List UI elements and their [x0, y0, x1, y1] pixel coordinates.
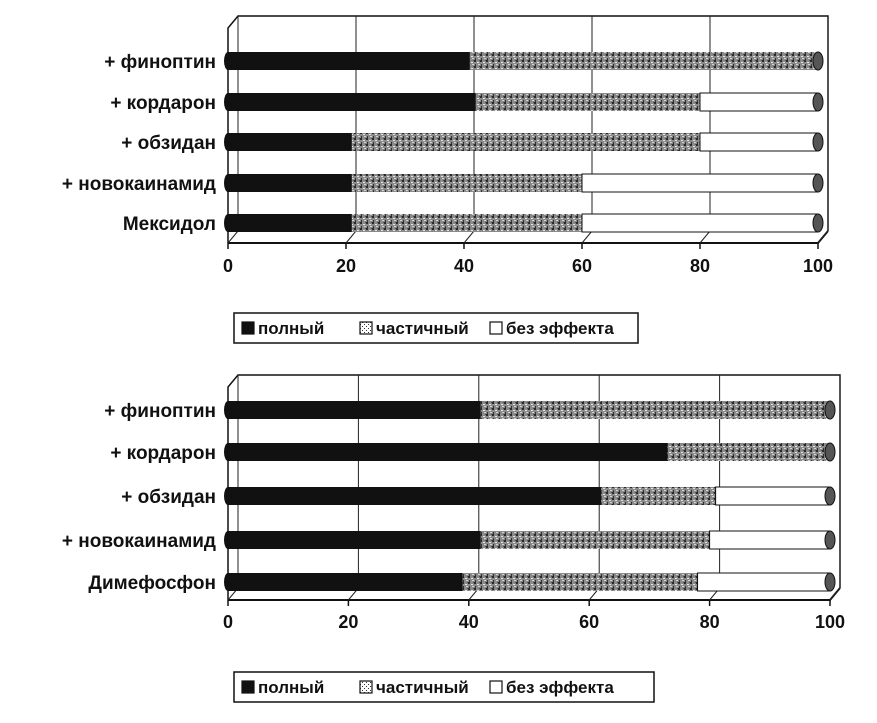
bar-segment-partial [475, 93, 700, 111]
legend-swatch [241, 680, 255, 694]
gridline-floor [345, 230, 357, 244]
bar-cap-end [824, 442, 836, 462]
bar-segment-full [228, 443, 668, 461]
bar-cap-end [812, 92, 824, 112]
legend-entry: без эффекта [506, 319, 614, 338]
category-label: + обзидан [121, 133, 216, 154]
bar-segment-partial [667, 443, 830, 461]
category-label: + кордарон [110, 93, 216, 114]
bar-cap-end [812, 51, 824, 71]
bar-cap-end [824, 486, 836, 506]
bar-cap-end [824, 400, 836, 420]
x-tick-label: 100 [803, 256, 833, 276]
bar-segment-full [228, 52, 470, 70]
bar-cap-start [224, 214, 232, 232]
bar-segment-partial [351, 174, 582, 192]
legend-entry: полный [258, 678, 324, 697]
bar-segment-partial [351, 133, 700, 151]
x-tick-label: 20 [336, 256, 356, 276]
chart-mexidol: 0 20 40 60 80 100 + финоптин + кордарон + обзида… [62, 15, 833, 344]
bar-segment-full [228, 487, 602, 505]
legend: полный частичный без эффекта [233, 312, 639, 344]
bar-cap-start [224, 531, 232, 549]
category-label: + финоптин [104, 52, 216, 73]
bar-segment-none [581, 173, 819, 193]
bar-cap-start [224, 93, 232, 111]
bar-segment-none [581, 213, 819, 233]
plot-frame [227, 15, 829, 243]
bar-cap-start [224, 133, 232, 151]
legend-box [233, 312, 639, 344]
bar-cap-end [812, 213, 824, 233]
x-tick-label: 80 [690, 256, 710, 276]
category-label: + новокаинамид [62, 531, 216, 552]
bar-segment-partial [469, 52, 818, 70]
legend-entry: частичный [376, 319, 469, 338]
bar-cap-end [812, 173, 824, 193]
category-label: + кордарон [110, 443, 216, 464]
legend-swatch [489, 321, 503, 335]
category-label: Мексидол [123, 214, 216, 235]
category-label: + обзидан [121, 487, 216, 508]
x-tick-label: 20 [338, 612, 358, 632]
legend-swatch [359, 321, 373, 335]
legend: полный частичный без эффекта [233, 671, 655, 703]
bar-cap-start [224, 174, 232, 192]
bar-cap-end [824, 572, 836, 592]
category-label: Димефосфон [88, 573, 216, 594]
bar-cap-start [224, 487, 232, 505]
bar-cap-end [812, 132, 824, 152]
x-tick-label: 60 [572, 256, 592, 276]
legend-swatch [359, 680, 373, 694]
bar-segment-full [228, 174, 352, 192]
legend-swatch [241, 321, 255, 335]
category-label: + новокаинамид [62, 174, 216, 195]
bar-segment-full [228, 93, 476, 111]
legend-entry: полный [258, 319, 324, 338]
bar-segment-partial [601, 487, 716, 505]
bar-segment-none [697, 572, 831, 592]
bar-segment-full [228, 573, 463, 591]
x-tick-label: 0 [223, 612, 233, 632]
bar-segment-full [228, 133, 352, 151]
gridline-floor [817, 230, 829, 244]
bar-segment-none [715, 486, 831, 506]
bar-segment-partial [462, 573, 698, 591]
bar-segment-partial [480, 531, 710, 549]
x-tick-label: 40 [459, 612, 479, 632]
bar-cap-start [224, 443, 232, 461]
x-tick-label: 0 [223, 256, 233, 276]
bar-segment-none [709, 530, 831, 550]
bar-segment-partial [351, 214, 582, 232]
x-tick-label: 100 [815, 612, 845, 632]
bar-segment-full [228, 531, 481, 549]
legend-swatch [489, 680, 503, 694]
bar-cap-start [224, 52, 232, 70]
gridline-floor [829, 587, 841, 601]
category-label: + финоптин [104, 401, 216, 422]
bar-segment-none [699, 92, 819, 112]
bar-cap-start [224, 401, 232, 419]
legend-box [233, 671, 655, 703]
bar-segment-full [228, 214, 352, 232]
x-tick-label: 40 [454, 256, 474, 276]
bar-segment-partial [480, 401, 830, 419]
x-tick-label: 60 [579, 612, 599, 632]
x-axis-line [228, 230, 829, 244]
bar-cap-start [224, 573, 232, 591]
gridline-floor [227, 230, 239, 244]
gridline-floor [581, 230, 593, 244]
gridline-floor [463, 230, 475, 244]
bar-segment-full [228, 401, 481, 419]
chart-dimephosphon: 0 20 40 60 80 100 + финоптин + кордарон + обзида… [62, 374, 845, 703]
bar-segment-none [699, 132, 819, 152]
legend-entry: без эффекта [506, 678, 614, 697]
x-tick-label: 80 [700, 612, 720, 632]
gridline-floor [699, 230, 711, 244]
bar-cap-end [824, 530, 836, 550]
legend-entry: частичный [376, 678, 469, 697]
